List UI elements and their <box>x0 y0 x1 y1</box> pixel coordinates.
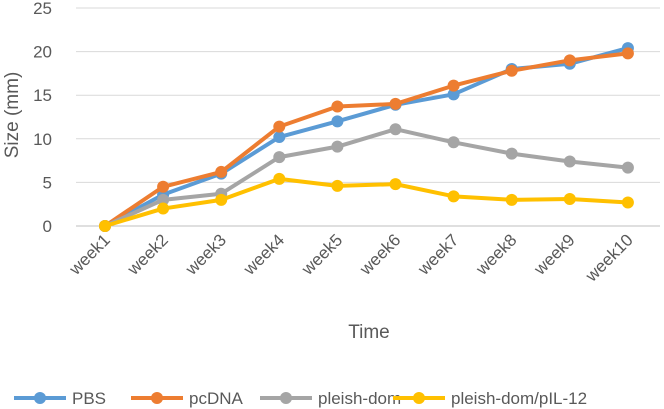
data-point <box>389 123 402 136</box>
series-line <box>103 127 630 228</box>
y-tick-label: 5 <box>43 173 52 192</box>
data-point <box>331 140 344 153</box>
legend-item: pcDNA <box>131 389 244 408</box>
data-point <box>99 220 111 232</box>
data-point <box>447 88 460 101</box>
legend-swatch-marker <box>34 392 46 404</box>
data-point <box>157 180 170 193</box>
data-point <box>505 193 518 206</box>
y-tick-label: 15 <box>33 86 52 105</box>
legend-label: pleish-dom/pIL-12 <box>451 389 587 408</box>
y-axis-title: Size (mm) <box>2 72 23 159</box>
data-point <box>273 131 286 144</box>
series-line <box>103 51 630 228</box>
data-point <box>331 115 344 128</box>
data-point <box>157 193 170 206</box>
x-tick-label: week4 <box>239 230 288 279</box>
legend-swatch-marker <box>413 392 425 404</box>
x-tick-label: week8 <box>472 230 521 279</box>
x-tick-label: week5 <box>297 230 346 279</box>
data-point <box>157 202 170 215</box>
legend-swatch-marker <box>151 392 163 404</box>
x-tick-label: week10 <box>581 230 637 286</box>
x-tick-label: week2 <box>123 230 172 279</box>
legend-label: pleish-dom <box>318 389 401 408</box>
data-point <box>447 79 460 92</box>
x-tick-label: week6 <box>355 230 404 279</box>
x-tick-label: week7 <box>414 230 463 279</box>
data-point <box>273 120 286 133</box>
x-tick-label: week9 <box>530 230 579 279</box>
x-axis-title: Time <box>348 322 390 343</box>
data-point <box>621 47 634 60</box>
series-line <box>103 176 630 228</box>
y-tick-label: 0 <box>43 217 52 236</box>
data-point <box>447 136 460 149</box>
data-point <box>273 172 286 185</box>
legend-label: pcDNA <box>189 389 244 408</box>
data-point <box>505 147 518 160</box>
data-point <box>215 165 228 178</box>
legend-label: PBS <box>72 389 106 408</box>
data-point <box>563 192 576 205</box>
x-axis-ticks: week1 week2 week3 week4 week5 week6 week7 week8… <box>65 230 637 286</box>
y-axis-ticks: 0 5 10 15 20 25 <box>33 0 52 236</box>
legend-swatch-marker <box>280 392 292 404</box>
data-point <box>331 179 344 192</box>
y-tick-label: 10 <box>33 130 52 149</box>
data-point <box>621 196 634 209</box>
data-point <box>447 190 460 203</box>
legend-item: PBS <box>14 389 106 408</box>
data-point <box>331 100 344 113</box>
x-tick-label: week3 <box>181 230 230 279</box>
data-point <box>621 161 634 174</box>
series-pcDNA <box>99 47 634 232</box>
legend-item: pleish-dom <box>260 389 401 408</box>
legend: PBS pcDNA pleish-dom pleish-dom/pIL-12 <box>14 389 587 408</box>
data-point <box>505 64 518 77</box>
y-tick-label: 25 <box>33 0 52 18</box>
data-point <box>215 193 228 206</box>
y-tick-label: 20 <box>33 43 52 62</box>
data-point <box>389 97 402 110</box>
data-point <box>273 151 286 164</box>
x-tick-label: week1 <box>65 230 114 279</box>
legend-item: pleish-dom/pIL-12 <box>393 389 587 408</box>
data-point <box>563 54 576 67</box>
series-pleish-dom/pIL-12 <box>99 172 634 232</box>
data-point <box>389 178 402 191</box>
data-point <box>563 155 576 168</box>
series-lines <box>99 42 634 232</box>
series-pleish-dom <box>99 123 634 232</box>
